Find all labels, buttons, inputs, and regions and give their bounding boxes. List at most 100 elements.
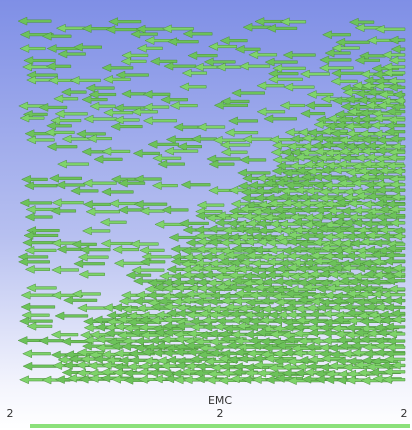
vector-arrow <box>387 147 406 157</box>
vector-arrow <box>388 55 406 65</box>
vector-arrow <box>82 200 111 209</box>
vector-arrow <box>312 256 339 266</box>
vector-arrow <box>57 49 86 59</box>
legend-title: EMC <box>208 394 232 407</box>
vector-arrow <box>208 159 235 169</box>
vector-arrow <box>22 349 51 359</box>
vector-arrow <box>44 128 75 137</box>
vector-arrow <box>248 50 278 60</box>
vector-arrow <box>220 147 248 157</box>
vector-arrow <box>386 211 406 220</box>
vector-arrow <box>345 308 379 318</box>
vector-arrow <box>187 51 218 61</box>
vector-arrow <box>72 42 102 52</box>
vector-arrow <box>120 56 147 66</box>
vector-arrow <box>388 204 406 214</box>
vector-arrow <box>268 74 303 84</box>
vector-arrow <box>133 199 168 209</box>
vector-arrow <box>130 29 158 39</box>
vector-arrow <box>219 36 248 45</box>
color-bar <box>30 424 410 428</box>
vector-arrow <box>181 68 207 78</box>
vector-arrow <box>19 44 46 53</box>
vector-arrow <box>224 128 259 137</box>
vector-arrow <box>55 180 86 190</box>
vector-arrow <box>46 121 72 131</box>
vector-arrow <box>17 16 52 26</box>
vector-arrow <box>164 146 199 156</box>
vector-arrow <box>41 31 72 41</box>
vector-arrow <box>388 134 406 144</box>
vector-arrow <box>282 50 316 60</box>
vector-arrow <box>82 178 117 188</box>
vector-arrow <box>51 198 84 208</box>
vector-arrow <box>85 83 115 93</box>
vector-arrow <box>142 89 171 99</box>
vector-arrow <box>19 198 52 208</box>
vector-arrow <box>147 139 180 149</box>
vector-arrow <box>76 348 105 357</box>
vector-arrow <box>376 101 405 110</box>
vector-arrow <box>169 101 198 110</box>
vector-arrow <box>81 226 111 236</box>
vector-arrow <box>76 129 106 139</box>
vector-arrow <box>89 101 116 111</box>
vector-arrow <box>234 224 261 234</box>
vector-arrow <box>101 63 134 73</box>
vector-arrow <box>252 360 284 370</box>
vector-arrow <box>179 82 207 92</box>
vector-arrow <box>142 116 177 126</box>
vector-arrow <box>264 57 298 67</box>
vector-arrow <box>390 44 406 54</box>
vector-arrow <box>386 244 406 253</box>
vector-arrow <box>330 76 358 86</box>
vector-arrow <box>60 87 87 97</box>
vector-arrow <box>99 217 127 227</box>
vector-arrow <box>86 134 112 143</box>
vector-arrow <box>272 63 306 73</box>
legend-label: 2 <box>7 407 14 420</box>
vector-arrow <box>46 142 78 152</box>
vector-arrow <box>274 374 303 383</box>
vector-arrow <box>384 127 406 137</box>
vector-arrow <box>226 282 253 292</box>
vector-arrow <box>56 159 90 169</box>
vector-arrow <box>93 154 123 164</box>
vector-arrow <box>388 35 406 45</box>
vector-arrow <box>366 87 394 97</box>
vector-arrow <box>383 303 406 312</box>
vector-arrow <box>54 109 88 119</box>
vector-arrow <box>324 48 351 58</box>
vector-arrow <box>306 90 334 99</box>
vector-arrow <box>17 257 50 267</box>
vector-arrow <box>256 81 285 91</box>
vector-arrow <box>239 155 267 165</box>
vector-arrow <box>70 186 99 196</box>
vector-arrow <box>322 180 356 190</box>
vector-arrow <box>26 321 53 331</box>
vector-arrow <box>231 88 265 98</box>
vector-arrow <box>121 51 149 60</box>
vector-arrow <box>149 56 178 66</box>
vector-arrow <box>24 212 53 222</box>
vector-arrow <box>318 63 354 73</box>
vector-arrow <box>101 361 129 370</box>
vector-arrow <box>25 283 57 293</box>
vector-arrow <box>23 56 56 65</box>
vector-arrow <box>103 108 134 118</box>
vector-arrow <box>245 298 274 308</box>
vector-arrow <box>79 245 111 255</box>
vector-arrow <box>383 256 406 266</box>
vector-arrow <box>348 133 379 143</box>
vector-arrow <box>77 252 109 262</box>
vector-arrow <box>390 192 406 202</box>
vector-arrow <box>161 205 189 215</box>
vector-arrow <box>297 295 324 305</box>
vector-arrow <box>136 43 163 53</box>
vector-arrow <box>219 334 247 344</box>
vector-arrow <box>23 231 59 240</box>
vector-arrow <box>161 24 194 34</box>
vector-arrow <box>374 159 405 169</box>
vector-arrow <box>322 318 351 327</box>
vector-arrow <box>26 135 55 145</box>
